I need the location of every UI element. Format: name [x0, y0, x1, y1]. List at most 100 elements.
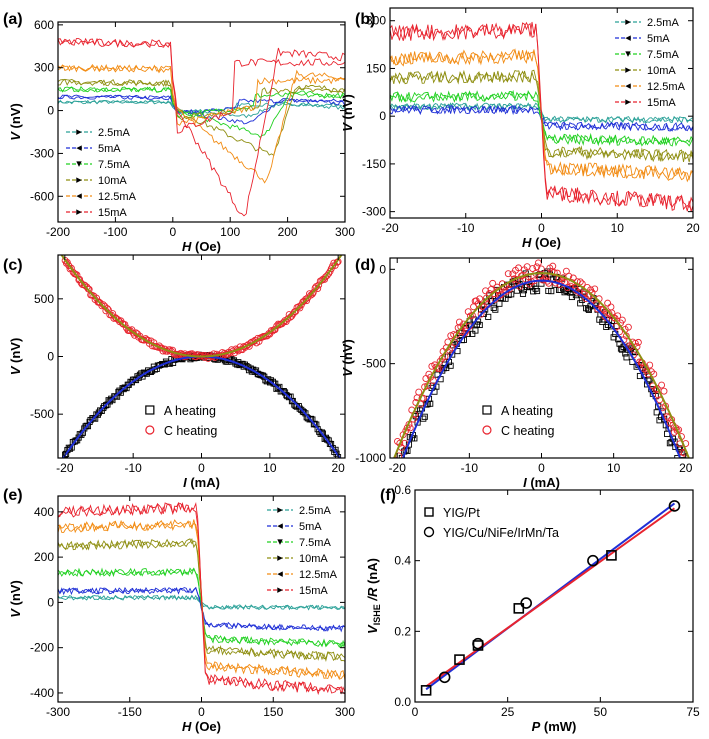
- legend-marker-15mA: ▸: [277, 584, 283, 596]
- x-tick-label: 300: [335, 705, 355, 719]
- x-axis-label: I (mA): [523, 475, 560, 490]
- data-point-YIG/Cu/NiFe/IrMn/Ta: [520, 597, 533, 609]
- data-point-C heating: [489, 279, 497, 287]
- legend-label-15mA: 15mA: [299, 585, 328, 597]
- data-point-YIG/Cu/NiFe/IrMn/Ta: [668, 500, 681, 512]
- data-point-C heating: [63, 258, 71, 266]
- y-tick-label: 300: [34, 61, 54, 75]
- x-tick-label: 10: [607, 461, 621, 475]
- y-tick-label: 0.0: [394, 695, 411, 709]
- data-point-C heating: [618, 316, 626, 324]
- x-tick-label: 150: [263, 705, 283, 719]
- y-axis-label: V (nV): [340, 339, 355, 377]
- x-tick-label: 0: [169, 225, 176, 239]
- y-tick-label: -300: [30, 146, 54, 160]
- data-point-C heating: [624, 323, 632, 331]
- x-tick-label: -20: [389, 461, 407, 475]
- y-tick-label: 0.4: [394, 554, 411, 568]
- data-point-C heating: [415, 388, 423, 396]
- data-point-C heating: [658, 381, 666, 389]
- legend-label-YIG/Pt: YIG/Pt: [443, 506, 480, 520]
- legend-label-5mA: 5mA: [299, 521, 322, 533]
- panel-label: (a): [3, 11, 23, 28]
- legend-label-7.5mA: 7.5mA: [299, 537, 331, 549]
- legend-marker-5mA: ◂: [625, 32, 631, 44]
- x-tick-label: -100: [103, 225, 127, 239]
- legend-marker-10mA: ▸: [76, 174, 82, 186]
- series-line-10mA: [58, 79, 345, 156]
- y-tick-label: 400: [34, 505, 54, 519]
- panel-4-axes: -300 -150 0 150 300 400 200 0 -200 -400 H (Oe) V (n…: [8, 495, 355, 734]
- data-point-C heating: [476, 295, 484, 303]
- x-tick-label: 25: [501, 705, 515, 719]
- legend-marker-10mA: ▸: [625, 64, 631, 76]
- legend-label-12.5mA: 12.5mA: [299, 569, 338, 581]
- legend-label-A heating: A heating: [501, 404, 553, 418]
- data-point-C heating: [76, 275, 84, 283]
- data-point-C heating: [591, 285, 599, 293]
- legend-marker-15mA: ▸: [76, 206, 82, 218]
- legend-marker-2.5mA: ▸: [625, 16, 631, 28]
- x-tick-label: 10: [611, 221, 625, 235]
- data-point-C heating: [455, 318, 463, 326]
- series-line-7.5mA: [58, 85, 345, 119]
- x-axis-label: I (mA): [183, 475, 220, 490]
- y-tick-label: 600: [34, 18, 54, 32]
- panel-1-axes: -20 -10 0 10 20 300 150 0 -150 -300 H (Oe) V (nV): [340, 7, 700, 250]
- panel-f-series: [420, 500, 681, 696]
- panel-3-series: [393, 259, 690, 458]
- x-axis-label: P (mW): [532, 719, 577, 734]
- panel-0-axes: -200 -100 0 100 200 300 600 300 0 -300 -600 H (Oe) V…: [8, 18, 355, 254]
- data-point-A heating: [674, 455, 681, 458]
- series-line-15mA: [58, 37, 345, 134]
- panel-1-series: [390, 21, 693, 212]
- y-axis-label: V (nV): [340, 94, 355, 132]
- y-tick-label: 0: [379, 109, 386, 123]
- panel-label: (e): [3, 487, 23, 504]
- y-tick-label: 0: [47, 595, 54, 609]
- data-point-C heating: [660, 387, 668, 395]
- panel-label: (b): [355, 11, 375, 28]
- data-point-A heating: [76, 431, 83, 438]
- legend-marker-2.5mA: ▸: [76, 126, 82, 138]
- x-axis-label: H (Oe): [522, 235, 561, 250]
- data-point-A heating: [66, 445, 74, 452]
- series-line-10mA: [58, 78, 345, 121]
- x-tick-label: -10: [461, 461, 479, 475]
- legend-marker-7.5mA: ▾: [277, 536, 283, 548]
- legend-label-C heating: C heating: [501, 424, 555, 438]
- data-point-A heating: [603, 323, 610, 330]
- x-tick-label: 75: [686, 705, 700, 719]
- data-point-A heating: [492, 306, 499, 313]
- data-point-YIG/Cu/NiFe/IrMn/Ta: [438, 671, 451, 684]
- data-point-C heating: [315, 281, 323, 289]
- data-point-A heating: [610, 334, 617, 341]
- data-point-YIG/Cu/NiFe/IrMn/Ta: [587, 554, 599, 567]
- data-point-A heating: [63, 450, 70, 457]
- series-line-2.5mA: [58, 99, 345, 113]
- data-point-C heating: [83, 283, 91, 291]
- legend-marker-YIG/Pt: [424, 507, 434, 517]
- series-line-5mA: [58, 94, 345, 125]
- data-point-C heating: [646, 361, 654, 369]
- data-point-A heating: [519, 290, 527, 297]
- legend-label-2.5mA: 2.5mA: [647, 17, 679, 29]
- y-axis-label: V (nV): [8, 338, 23, 376]
- legend-label-YIG/Cu/NiFe/IrMn/Ta: YIG/Cu/NiFe/IrMn/Ta: [443, 526, 559, 540]
- data-point-C heating: [477, 310, 485, 318]
- data-point-A heating: [447, 362, 454, 369]
- legend-marker-2.5mA: ▸: [277, 504, 283, 516]
- y-axis-label: V (nV): [8, 580, 23, 618]
- fit-curve-C heating: [393, 272, 690, 458]
- y-tick-label: 150: [366, 61, 386, 75]
- data-point-C heating: [309, 289, 317, 296]
- legend-label-12.5mA: 12.5mA: [98, 191, 137, 203]
- data-point-C heating: [308, 290, 316, 298]
- fit-line-1: [425, 507, 676, 688]
- y-tick-label: 200: [34, 550, 54, 564]
- data-point-C heating: [199, 351, 207, 359]
- data-point-C heating: [72, 270, 80, 278]
- data-point-C heating: [333, 258, 341, 266]
- panel-4-series: [58, 501, 345, 696]
- data-point-YIG/Pt: [454, 654, 465, 665]
